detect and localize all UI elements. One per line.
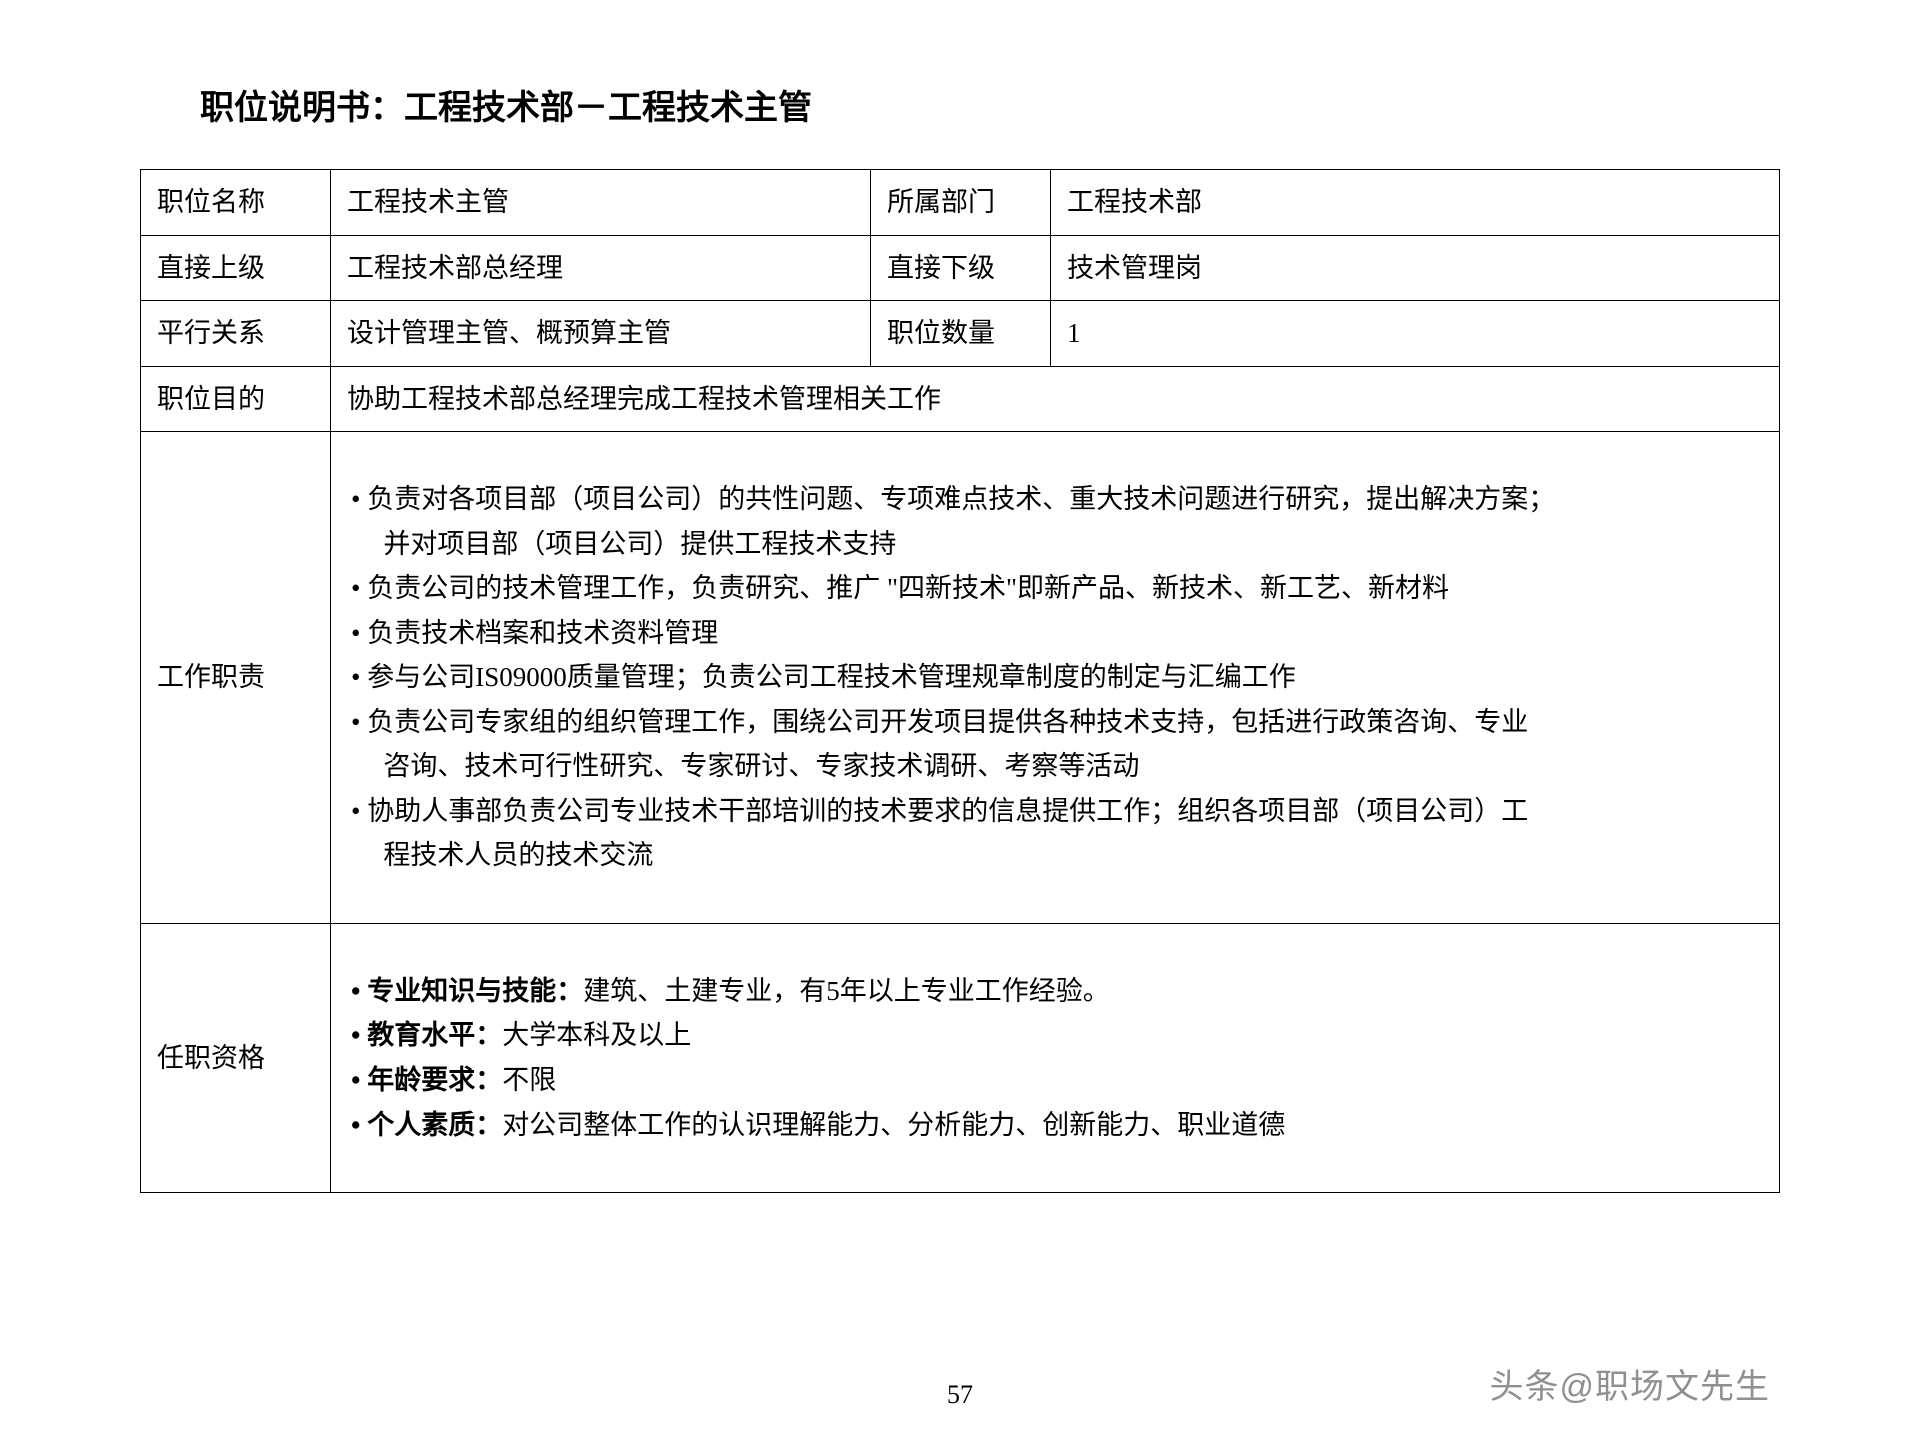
qual-label: • 教育水平： [351, 1020, 502, 1050]
qual-label: • 个人素质： [351, 1110, 502, 1140]
page-number: 57 [947, 1380, 973, 1410]
qual-text: 对公司整体工作的认识理解能力、分析能力、创新能力、职业道德 [502, 1110, 1285, 1140]
value-subordinate: 技术管理岗 [1051, 235, 1780, 301]
duty-item-cont: 并对项目部（项目公司）提供工程技术支持 [351, 522, 1759, 567]
document-title: 职位说明书：工程技术部－工程技术主管 [200, 80, 1780, 129]
duty-item: • 参与公司IS09000质量管理；负责公司工程技术管理规章制度的制定与汇编工作 [351, 655, 1759, 700]
label-duties: 工作职责 [141, 432, 331, 924]
qual-text: 不限 [502, 1065, 556, 1095]
duty-item: • 负责技术档案和技术资料管理 [351, 611, 1759, 656]
label-department: 所属部门 [871, 170, 1051, 236]
duty-item: • 负责公司专家组的组织管理工作，围绕公司开发项目提供各种技术支持，包括进行政策… [351, 700, 1759, 745]
value-report-to: 工程技术部总经理 [331, 235, 871, 301]
table-row: 任职资格 • 专业知识与技能：建筑、土建专业，有5年以上专业工作经验。 • 教育… [141, 923, 1780, 1192]
qual-label: • 专业知识与技能： [351, 976, 583, 1006]
label-count: 职位数量 [871, 301, 1051, 367]
qual-label: • 年龄要求： [351, 1065, 502, 1095]
qual-text: 建筑、土建专业，有5年以上专业工作经验。 [583, 976, 1110, 1006]
qual-item: • 教育水平：大学本科及以上 [351, 1013, 1759, 1058]
value-duties: • 负责对各项目部（项目公司）的共性问题、专项难点技术、重大技术问题进行研究，提… [331, 432, 1780, 924]
label-purpose: 职位目的 [141, 366, 331, 432]
value-position-name: 工程技术主管 [331, 170, 871, 236]
table-row: 工作职责 • 负责对各项目部（项目公司）的共性问题、专项难点技术、重大技术问题进… [141, 432, 1780, 924]
duty-item-cont: 咨询、技术可行性研究、专家研讨、专家技术调研、考察等活动 [351, 744, 1759, 789]
value-peer: 设计管理主管、概预算主管 [331, 301, 871, 367]
duty-item: • 负责对各项目部（项目公司）的共性问题、专项难点技术、重大技术问题进行研究，提… [351, 477, 1759, 522]
job-description-table: 职位名称 工程技术主管 所属部门 工程技术部 直接上级 工程技术部总经理 直接下… [140, 169, 1780, 1193]
value-qualifications: • 专业知识与技能：建筑、土建专业，有5年以上专业工作经验。 • 教育水平：大学… [331, 923, 1780, 1192]
table-row: 平行关系 设计管理主管、概预算主管 职位数量 1 [141, 301, 1780, 367]
watermark: 头条@职场文先生 [1489, 1359, 1770, 1408]
label-subordinate: 直接下级 [871, 235, 1051, 301]
qual-item: • 专业知识与技能：建筑、土建专业，有5年以上专业工作经验。 [351, 969, 1759, 1014]
label-position-name: 职位名称 [141, 170, 331, 236]
table-row: 职位名称 工程技术主管 所属部门 工程技术部 [141, 170, 1780, 236]
qual-item: • 个人素质：对公司整体工作的认识理解能力、分析能力、创新能力、职业道德 [351, 1103, 1759, 1148]
table-row: 直接上级 工程技术部总经理 直接下级 技术管理岗 [141, 235, 1780, 301]
value-purpose: 协助工程技术部总经理完成工程技术管理相关工作 [331, 366, 1780, 432]
label-report-to: 直接上级 [141, 235, 331, 301]
duty-item-cont: 程技术人员的技术交流 [351, 833, 1759, 878]
qual-item: • 年龄要求：不限 [351, 1058, 1759, 1103]
duty-item: • 负责公司的技术管理工作，负责研究、推广 "四新技术"即新产品、新技术、新工艺… [351, 566, 1759, 611]
label-qualifications: 任职资格 [141, 923, 331, 1192]
label-peer: 平行关系 [141, 301, 331, 367]
duty-item: • 协助人事部负责公司专业技术干部培训的技术要求的信息提供工作；组织各项目部（项… [351, 789, 1759, 834]
value-department: 工程技术部 [1051, 170, 1780, 236]
value-count: 1 [1051, 301, 1780, 367]
qual-text: 大学本科及以上 [502, 1020, 691, 1050]
table-row: 职位目的 协助工程技术部总经理完成工程技术管理相关工作 [141, 366, 1780, 432]
